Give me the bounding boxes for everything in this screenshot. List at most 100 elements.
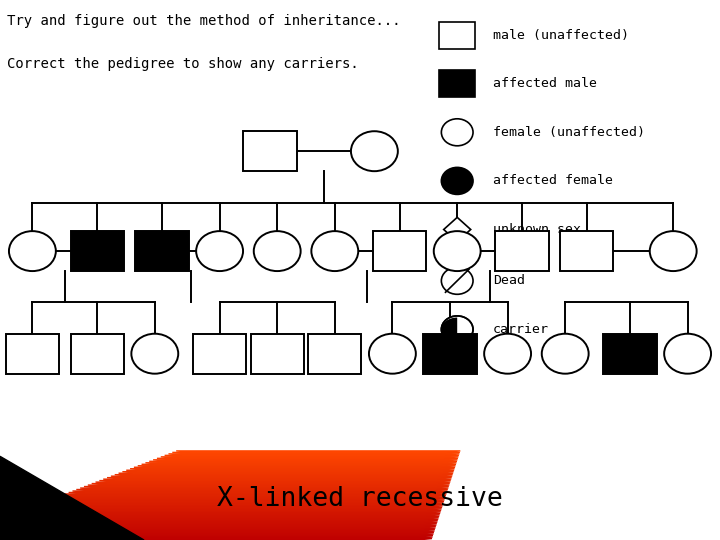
Polygon shape: [34, 506, 443, 508]
Polygon shape: [88, 485, 449, 487]
Polygon shape: [0, 526, 436, 528]
Text: affected female: affected female: [493, 174, 613, 187]
Polygon shape: [7, 516, 439, 518]
Ellipse shape: [441, 267, 473, 294]
Polygon shape: [134, 467, 455, 469]
Bar: [135, 231, 189, 271]
Bar: [193, 334, 246, 374]
Ellipse shape: [484, 334, 531, 374]
Polygon shape: [138, 465, 456, 467]
Polygon shape: [165, 455, 459, 457]
Polygon shape: [0, 519, 438, 521]
Polygon shape: [76, 489, 448, 491]
Bar: [495, 231, 549, 271]
Polygon shape: [142, 464, 456, 465]
Polygon shape: [161, 457, 459, 458]
Polygon shape: [96, 482, 450, 484]
Text: Dead: Dead: [493, 274, 525, 287]
Ellipse shape: [351, 131, 398, 171]
Bar: [439, 70, 475, 97]
Bar: [251, 334, 304, 374]
Polygon shape: [61, 496, 446, 497]
Polygon shape: [0, 525, 436, 526]
Text: Correct the pedigree to show any carriers.: Correct the pedigree to show any carrier…: [7, 57, 359, 71]
Polygon shape: [27, 509, 441, 510]
Polygon shape: [149, 461, 457, 463]
Polygon shape: [84, 487, 449, 488]
Polygon shape: [38, 504, 443, 506]
Polygon shape: [0, 528, 436, 530]
Ellipse shape: [664, 334, 711, 374]
Polygon shape: [0, 522, 437, 524]
Ellipse shape: [441, 167, 473, 194]
Text: X-linked recessive: X-linked recessive: [217, 487, 503, 512]
Text: affected male: affected male: [493, 77, 597, 90]
Polygon shape: [0, 456, 144, 540]
Ellipse shape: [369, 334, 416, 374]
Polygon shape: [0, 534, 433, 536]
Ellipse shape: [649, 231, 697, 271]
Polygon shape: [45, 501, 444, 503]
Polygon shape: [19, 512, 441, 513]
Ellipse shape: [311, 231, 359, 271]
Polygon shape: [126, 470, 454, 472]
Polygon shape: [0, 530, 435, 531]
Ellipse shape: [441, 316, 473, 343]
Polygon shape: [0, 532, 434, 534]
Ellipse shape: [441, 119, 473, 146]
Polygon shape: [30, 508, 442, 509]
Polygon shape: [73, 491, 447, 492]
Polygon shape: [444, 217, 471, 241]
Bar: [243, 131, 297, 171]
Bar: [308, 334, 361, 374]
Polygon shape: [15, 513, 440, 515]
Polygon shape: [0, 536, 433, 537]
Text: carrier: carrier: [493, 323, 549, 336]
Polygon shape: [0, 531, 434, 532]
Polygon shape: [53, 498, 445, 500]
Text: Try and figure out the method of inheritance...: Try and figure out the method of inherit…: [7, 14, 401, 28]
Polygon shape: [122, 472, 454, 473]
Polygon shape: [130, 469, 454, 470]
Bar: [373, 231, 426, 271]
Polygon shape: [0, 521, 438, 522]
Polygon shape: [103, 479, 451, 481]
Bar: [603, 334, 657, 374]
Polygon shape: [11, 515, 440, 516]
Bar: [423, 334, 477, 374]
Ellipse shape: [541, 334, 589, 374]
Ellipse shape: [9, 231, 56, 271]
Polygon shape: [42, 503, 444, 504]
Bar: [6, 334, 59, 374]
Wedge shape: [441, 318, 457, 341]
Polygon shape: [80, 488, 449, 489]
Polygon shape: [99, 481, 451, 482]
Bar: [439, 22, 475, 49]
Polygon shape: [119, 473, 453, 475]
Polygon shape: [65, 494, 446, 496]
Polygon shape: [172, 453, 460, 454]
Text: male (unaffected): male (unaffected): [493, 29, 629, 42]
Polygon shape: [0, 538, 432, 540]
Ellipse shape: [131, 334, 179, 374]
Polygon shape: [168, 454, 459, 455]
Polygon shape: [57, 497, 446, 498]
Bar: [71, 334, 124, 374]
Polygon shape: [107, 477, 451, 479]
Text: unknown sex: unknown sex: [493, 223, 581, 236]
Polygon shape: [22, 510, 441, 512]
Ellipse shape: [253, 231, 301, 271]
Text: female (unaffected): female (unaffected): [493, 126, 645, 139]
Polygon shape: [50, 500, 444, 501]
Polygon shape: [68, 492, 447, 494]
Ellipse shape: [433, 231, 481, 271]
Polygon shape: [0, 524, 437, 525]
Polygon shape: [111, 476, 452, 477]
Polygon shape: [114, 475, 453, 476]
Ellipse shape: [196, 231, 243, 271]
Polygon shape: [157, 458, 458, 460]
Bar: [560, 231, 613, 271]
Polygon shape: [176, 451, 460, 453]
Polygon shape: [153, 460, 457, 461]
Polygon shape: [145, 463, 456, 464]
